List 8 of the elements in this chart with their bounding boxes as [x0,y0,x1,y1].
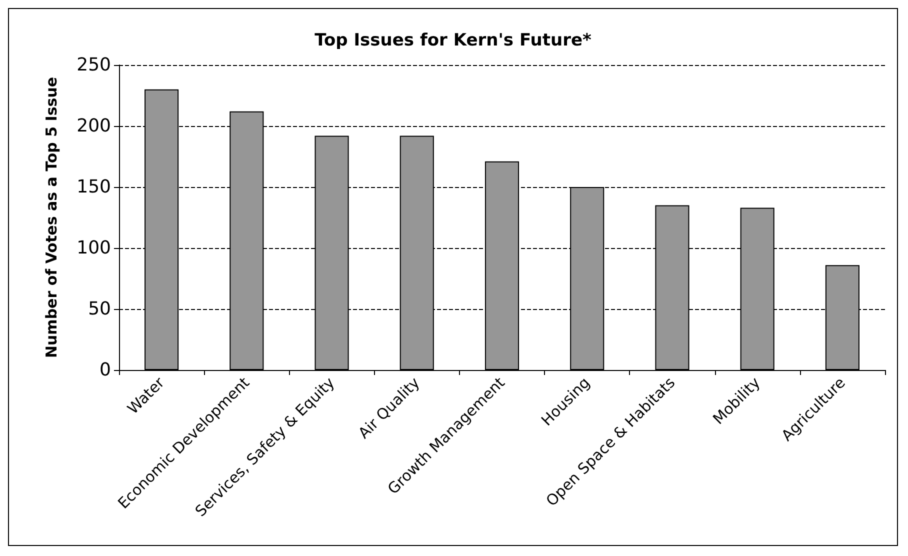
chart-title: Top Issues for Kern's Future* [314,30,592,50]
y-tick-label: 200 [76,116,111,136]
y-tick-label: 0 [100,360,111,380]
y-tick-label: 50 [88,298,111,320]
y-tick-label: 150 [76,176,111,198]
y-tick-label: 250 [76,54,111,76]
y-axis-title: Number of Votes as a Top 5 Issue [42,76,60,358]
y-tick-label: 100 [76,238,111,258]
